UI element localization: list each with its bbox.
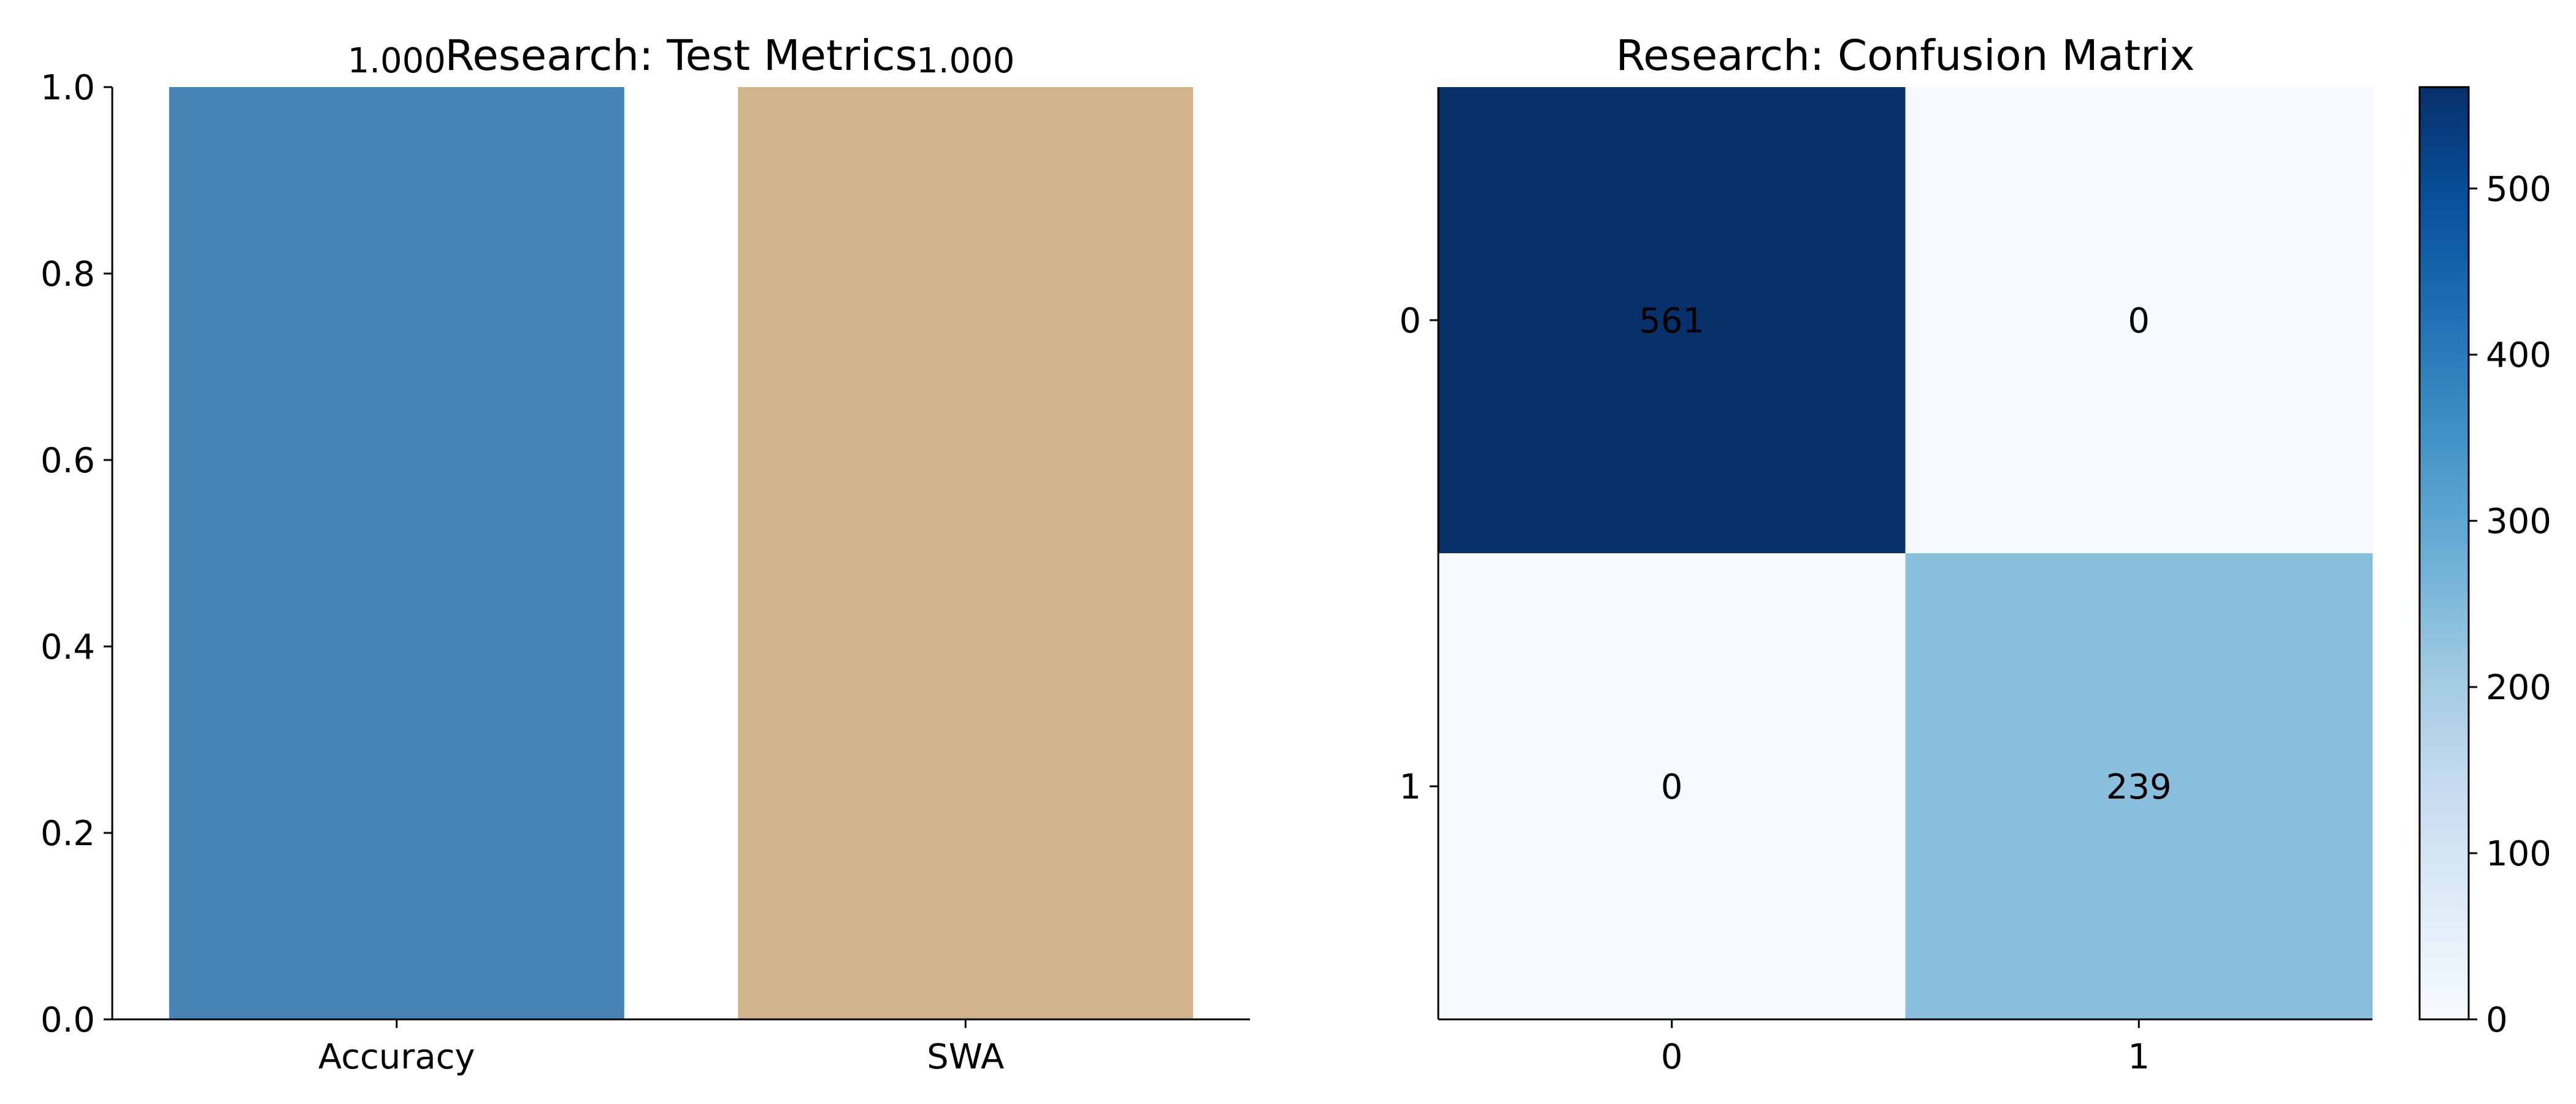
heatmap-cell-0-1 bbox=[1905, 87, 2373, 554]
colorbar-tick-label: 500 bbox=[2486, 169, 2551, 209]
y-tick-label: 0.2 bbox=[40, 814, 95, 854]
heatmap-cell-label: 0 bbox=[1661, 767, 1683, 807]
bar-chart-title: Research: Test Metrics bbox=[445, 31, 918, 80]
bar-swa bbox=[738, 87, 1194, 1019]
bar-y-ticks: 0.0 0.2 0.4 0.6 0.8 1.0 bbox=[40, 68, 112, 1040]
heatmap-y-tick-label: 1 bbox=[1399, 767, 1421, 807]
heatmap-cell-label: 561 bbox=[1639, 301, 1704, 341]
colorbar-tick-label: 0 bbox=[2486, 1000, 2508, 1040]
bar-x-ticks: Accuracy SWA bbox=[318, 1019, 1004, 1077]
bar-value-label: 1.000 bbox=[348, 41, 446, 81]
bar-chart-panel: 1.000 1.000 0.0 0.2 0.4 0.6 0.8 1.0 Accuracy SW… bbox=[40, 31, 1250, 1077]
heatmap-cells bbox=[1438, 87, 2373, 1020]
colorbar-gradient bbox=[2420, 87, 2469, 1019]
y-tick-label: 0.0 bbox=[40, 1000, 95, 1040]
heatmap-cell-label: 239 bbox=[2106, 767, 2172, 807]
colorbar: 0 100 200 300 400 500 bbox=[2418, 86, 2551, 1040]
y-tick-label: 0.4 bbox=[40, 627, 95, 667]
heatmap-cell-0-0 bbox=[1438, 87, 1906, 554]
colorbar-tick-label: 300 bbox=[2486, 502, 2551, 542]
heatmap-cell-1-0 bbox=[1438, 553, 1906, 1020]
x-tick-label: Accuracy bbox=[318, 1037, 475, 1077]
bar-value-label: 1.000 bbox=[916, 41, 1014, 81]
x-tick-label: SWA bbox=[927, 1037, 1004, 1077]
heatmap-y-tick-label: 0 bbox=[1399, 301, 1421, 341]
bar-marks bbox=[169, 87, 1194, 1019]
confusion-matrix-title: Research: Confusion Matrix bbox=[1616, 31, 2195, 80]
colorbar-ticks: 0 100 200 300 400 500 bbox=[2469, 169, 2551, 1040]
bar-accuracy bbox=[169, 87, 624, 1019]
heatmap-x-tick-label: 0 bbox=[1661, 1037, 1683, 1077]
colorbar-tick-label: 100 bbox=[2486, 834, 2551, 874]
bar-axes bbox=[111, 87, 1250, 1021]
colorbar-frame bbox=[2418, 86, 2470, 1021]
y-tick-label: 0.6 bbox=[40, 441, 95, 481]
colorbar-tick-label: 200 bbox=[2486, 668, 2551, 708]
colorbar-tick-label: 400 bbox=[2486, 335, 2551, 375]
y-tick-label: 1.0 bbox=[40, 68, 95, 108]
bar-value-labels: 1.000 1.000 bbox=[348, 41, 1015, 81]
heatmap-y-ticks: 01 bbox=[1399, 301, 1438, 807]
heatmap-cell-1-1 bbox=[1905, 553, 2373, 1020]
heatmap-cell-label: 0 bbox=[2128, 301, 2150, 341]
heatmap-x-tick-label: 1 bbox=[2128, 1037, 2150, 1077]
y-tick-label: 0.8 bbox=[40, 255, 95, 294]
heatmap-axes bbox=[1437, 87, 2372, 1021]
heatmap-cell-labels: 561 0 0 239 bbox=[1639, 301, 2171, 807]
